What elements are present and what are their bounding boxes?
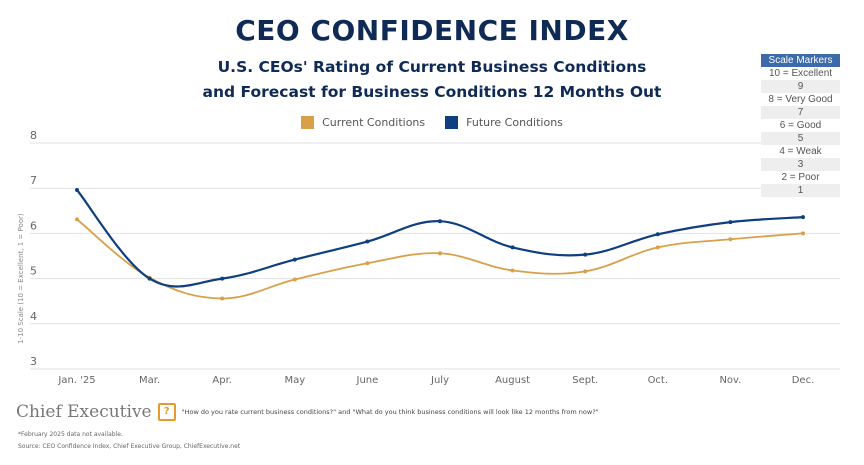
data-point-future [220,276,225,281]
data-point-future [365,239,370,244]
x-tick-label: Jan. '25 [57,375,95,386]
scale-marker: 4 = Weak [779,146,822,157]
x-tick-label: August [495,375,530,386]
scale-marker: 7 [761,106,840,119]
data-point-future [583,252,588,257]
y-tick-label: 5 [30,265,37,278]
x-tick-label: Oct. [648,375,668,386]
legend-label-current: Current Conditions [322,116,426,129]
chart-subtitle-line2: and Forecast for Business Conditions 12 … [202,83,662,101]
data-point-current [510,268,515,273]
x-tick-label: Dec. [792,375,815,386]
data-point-current [220,296,225,301]
data-point-current [655,245,660,250]
scale-markers-table: Scale Markers 10 = Excellent 9 8 = Very … [761,54,840,197]
data-point-future [75,188,79,193]
data-point-current [801,231,805,236]
chart-title: CEO CONFIDENCE INDEX [235,14,629,47]
data-point-current [438,251,442,256]
scale-marker: 5 [761,132,840,145]
data-point-future [655,232,660,237]
source-note: Source: CEO Confidence Index, Chief Exec… [18,443,241,450]
scale-marker: 8 = Very Good [768,94,833,105]
y-tick-label: 8 [30,129,37,142]
data-point-future [438,219,442,224]
scale-marker: 6 = Good [779,120,822,131]
scale-marker: 2 = Poor [781,172,820,183]
data-point-current [728,237,733,242]
data-point-future [801,215,805,220]
y-axis-label: 1-10 Scale (10 = Excellent, 1 = Poor) [17,213,25,344]
chart-subtitle-line1: U.S. CEOs' Rating of Current Business Co… [217,58,647,76]
x-tick-label: July [430,375,449,386]
x-tick-label: Nov. [719,375,741,386]
scale-markers-heading: Scale Markers [761,54,840,67]
legend-item-future: Future Conditions [445,116,563,129]
x-tick-label: June [356,375,379,386]
scale-marker: 9 [761,80,840,93]
chief-executive-logo: Chief Executive [16,402,152,422]
x-tick-label: Mar. [139,375,160,386]
y-tick-label: 7 [30,174,37,187]
data-point-current [292,277,297,282]
legend-swatch-current [301,116,315,129]
data-point-current [75,217,79,222]
series-line-future [76,189,804,288]
legend-item-current: Current Conditions [301,116,425,129]
legend: Current Conditions Future Conditions [0,116,864,129]
line-chart: 3 4 5 6 7 8 Jan. '25 Mar. Apr. May June July August S… [17,129,840,386]
data-point-future [728,220,733,225]
data-point-future [292,257,297,262]
survey-question: "How do you rate current business condit… [181,408,599,416]
x-tick-label: May [284,375,305,386]
y-tick-label: 6 [30,219,37,232]
legend-swatch-future [445,116,459,129]
data-point-current [365,261,370,266]
y-tick-label: 3 [30,355,37,368]
footnote: *February 2025 data not available. [18,431,123,438]
data-point-future [147,276,152,281]
question-bubble-icon: ? [157,403,176,421]
footer-brand-row: Chief Executive ? "How do you rate curre… [16,402,599,422]
x-tick-label: Sept. [572,375,598,386]
scale-marker: 1 [761,184,840,197]
x-tick-label: Apr. [212,375,232,386]
scale-marker: 10 = Excellent [768,68,833,79]
y-tick-label: 4 [30,310,37,323]
data-point-current [583,269,588,274]
scale-marker: 3 [761,158,840,171]
data-point-future [510,245,515,250]
legend-label-future: Future Conditions [466,116,563,129]
